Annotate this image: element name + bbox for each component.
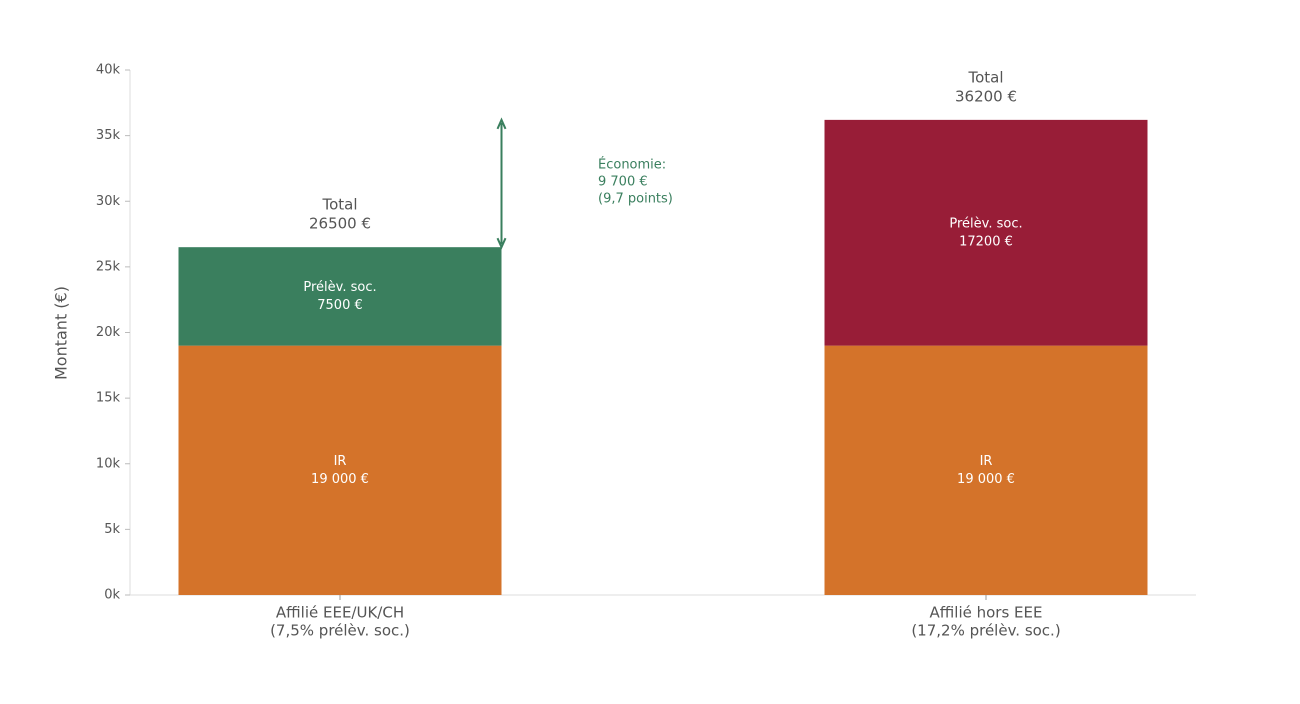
x-tick-label: (17,2% prélèv. soc.) <box>911 622 1060 640</box>
segment-name: Prélèv. soc. <box>303 280 376 295</box>
annotation-line: Économie: <box>598 157 666 173</box>
y-axis-label: Montant (€) <box>52 286 71 380</box>
x-tick-label: (7,5% prélèv. soc.) <box>270 622 410 640</box>
total-value: 26500 € <box>309 215 371 233</box>
y-tick-label: 5k <box>104 522 120 537</box>
bar-segment <box>824 345 1148 595</box>
y-tick-label: 20k <box>96 325 121 340</box>
y-tick-label: 30k <box>96 194 121 209</box>
y-tick-label: 15k <box>96 391 121 406</box>
segment-value-label: 17200 € <box>959 234 1013 249</box>
total-title: Total <box>321 196 357 214</box>
segment-value-label: 7500 € <box>317 298 363 313</box>
segment-value-label: 19 000 € <box>311 472 369 487</box>
y-tick-label: 40k <box>96 63 121 78</box>
y-tick-label: 35k <box>96 128 121 143</box>
y-tick-label: 10k <box>96 456 121 471</box>
bar-segment <box>178 345 502 595</box>
segment-name: IR <box>334 454 347 469</box>
arrow-head <box>496 237 507 250</box>
arrow-head <box>496 117 507 130</box>
total-value: 36200 € <box>955 87 1017 105</box>
total-title: Total <box>967 68 1003 86</box>
y-tick-label: 25k <box>96 259 121 274</box>
segment-name: IR <box>980 454 993 469</box>
segment-value-label: 19 000 € <box>957 472 1015 487</box>
segment-name: Prélèv. soc. <box>949 216 1022 231</box>
annotation-line: (9,7 points) <box>598 192 673 207</box>
bar-segment <box>178 247 502 346</box>
y-tick-label: 0k <box>104 588 120 603</box>
bar-segment <box>824 119 1148 346</box>
x-tick-label: Affilié EEE/UK/CH <box>276 604 404 622</box>
annotation-line: 9 700 € <box>598 175 648 190</box>
x-tick-label: Affilié hors EEE <box>930 604 1043 622</box>
